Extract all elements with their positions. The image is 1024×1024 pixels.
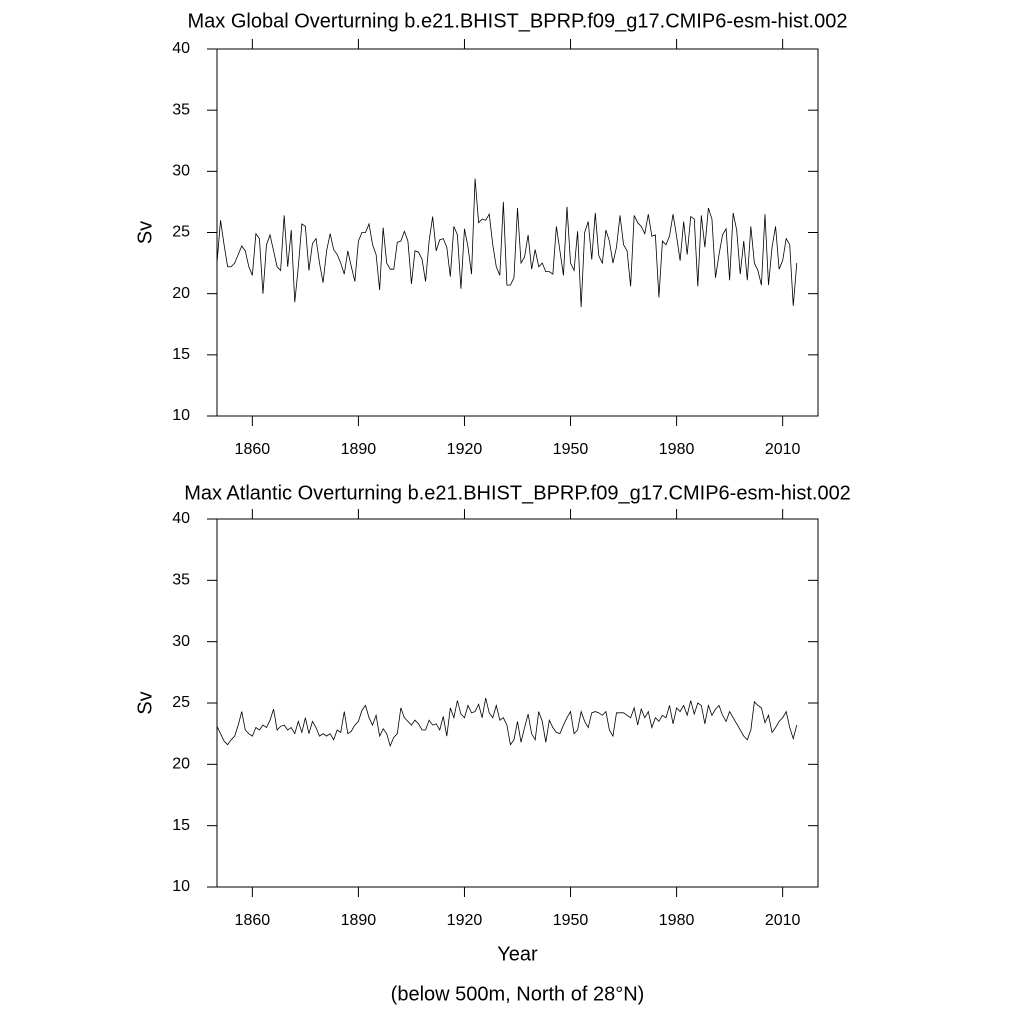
y-tick-label: 25 bbox=[172, 694, 190, 711]
y-tick-label: 15 bbox=[172, 817, 190, 834]
x-tick-label: 1920 bbox=[447, 912, 483, 929]
y-tick-label: 10 bbox=[172, 878, 190, 895]
data-line bbox=[216, 178, 798, 308]
x-tick-label: 2010 bbox=[765, 912, 801, 929]
chart-title: Max Atlantic Overturning b.e21.BHIST_BPR… bbox=[184, 482, 851, 504]
y-axis-label: Sv bbox=[134, 691, 156, 714]
x-tick-label: 2010 bbox=[765, 441, 801, 458]
x-tick-label: 1860 bbox=[235, 912, 271, 929]
y-tick-label: 15 bbox=[172, 346, 190, 363]
x-tick-label: 1950 bbox=[553, 441, 589, 458]
x-tick-label: 1980 bbox=[659, 912, 695, 929]
y-tick-label: 20 bbox=[172, 756, 190, 773]
y-tick-label: 35 bbox=[172, 101, 190, 118]
x-tick-label: 1920 bbox=[447, 441, 483, 458]
data-line bbox=[216, 697, 798, 748]
y-tick-label: 25 bbox=[172, 224, 190, 241]
y-tick-label: 35 bbox=[172, 572, 190, 589]
x-tick-label: 1890 bbox=[341, 441, 377, 458]
plot-frame bbox=[216, 518, 819, 888]
y-tick-label: 30 bbox=[172, 633, 190, 650]
y-tick-label: 20 bbox=[172, 285, 190, 302]
x-tick-label: 1980 bbox=[659, 441, 695, 458]
caption: (below 500m, North of 28°N) bbox=[391, 983, 645, 1005]
x-tick-label: 1950 bbox=[553, 912, 589, 929]
chart-title: Max Global Overturning b.e21.BHIST_BPRP.… bbox=[188, 10, 848, 32]
y-axis-label: Sv bbox=[134, 221, 156, 244]
x-axis-label: Year bbox=[497, 943, 538, 965]
y-tick-label: 40 bbox=[172, 40, 190, 57]
x-tick-label: 1890 bbox=[341, 912, 377, 929]
y-tick-label: 10 bbox=[172, 407, 190, 424]
y-tick-label: 30 bbox=[172, 163, 190, 180]
y-tick-label: 40 bbox=[172, 510, 190, 527]
x-tick-label: 1860 bbox=[235, 441, 271, 458]
plot-frame bbox=[216, 48, 819, 417]
